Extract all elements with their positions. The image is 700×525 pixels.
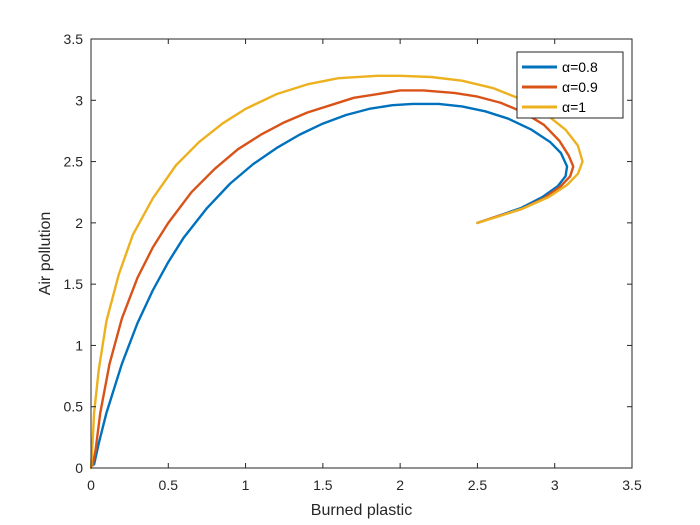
x-tick-label: 2.5 xyxy=(468,477,488,493)
y-tick-label: 0.5 xyxy=(64,399,84,415)
y-tick-label: 3 xyxy=(75,92,83,108)
x-axis-label: Burned plastic xyxy=(311,502,412,519)
series-line-0 xyxy=(92,102,569,466)
axes-layer: 0 0.5 1 1.5 2 2.5 3 3.5 0 0.5 1 1.5 2 2.5 3 3.5 xyxy=(64,31,642,493)
x-tick-label: 2 xyxy=(396,477,404,493)
y-axis-label: Air pollution xyxy=(37,212,54,296)
x-tick-label: 1 xyxy=(242,477,250,493)
series-line-2 xyxy=(89,74,584,470)
y-tick-label: 2 xyxy=(75,215,83,231)
y-tick-label: 1.5 xyxy=(64,276,84,292)
x-tick-label: 1.5 xyxy=(313,477,333,493)
legend: α=0.8 α=0.9 α=1 xyxy=(516,51,624,119)
plot-frame xyxy=(90,38,633,469)
legend-label-alpha-0-9: α=0.9 xyxy=(562,79,598,95)
series-line-1 xyxy=(91,89,575,467)
x-tick-label: 0.5 xyxy=(159,477,179,493)
y-tick-label: 0 xyxy=(75,460,83,476)
y-tick-label: 1 xyxy=(75,337,83,353)
legend-label-alpha-0-8: α=0.8 xyxy=(562,59,598,75)
x-tick-label: 3.5 xyxy=(622,477,642,493)
series-layer xyxy=(89,74,584,470)
y-tick-label: 2.5 xyxy=(64,154,84,170)
legend-label-alpha-1: α=1 xyxy=(562,99,586,115)
y-tick-label: 3.5 xyxy=(64,31,84,47)
x-tick-label: 3 xyxy=(551,477,559,493)
x-tick-label: 0 xyxy=(87,477,95,493)
